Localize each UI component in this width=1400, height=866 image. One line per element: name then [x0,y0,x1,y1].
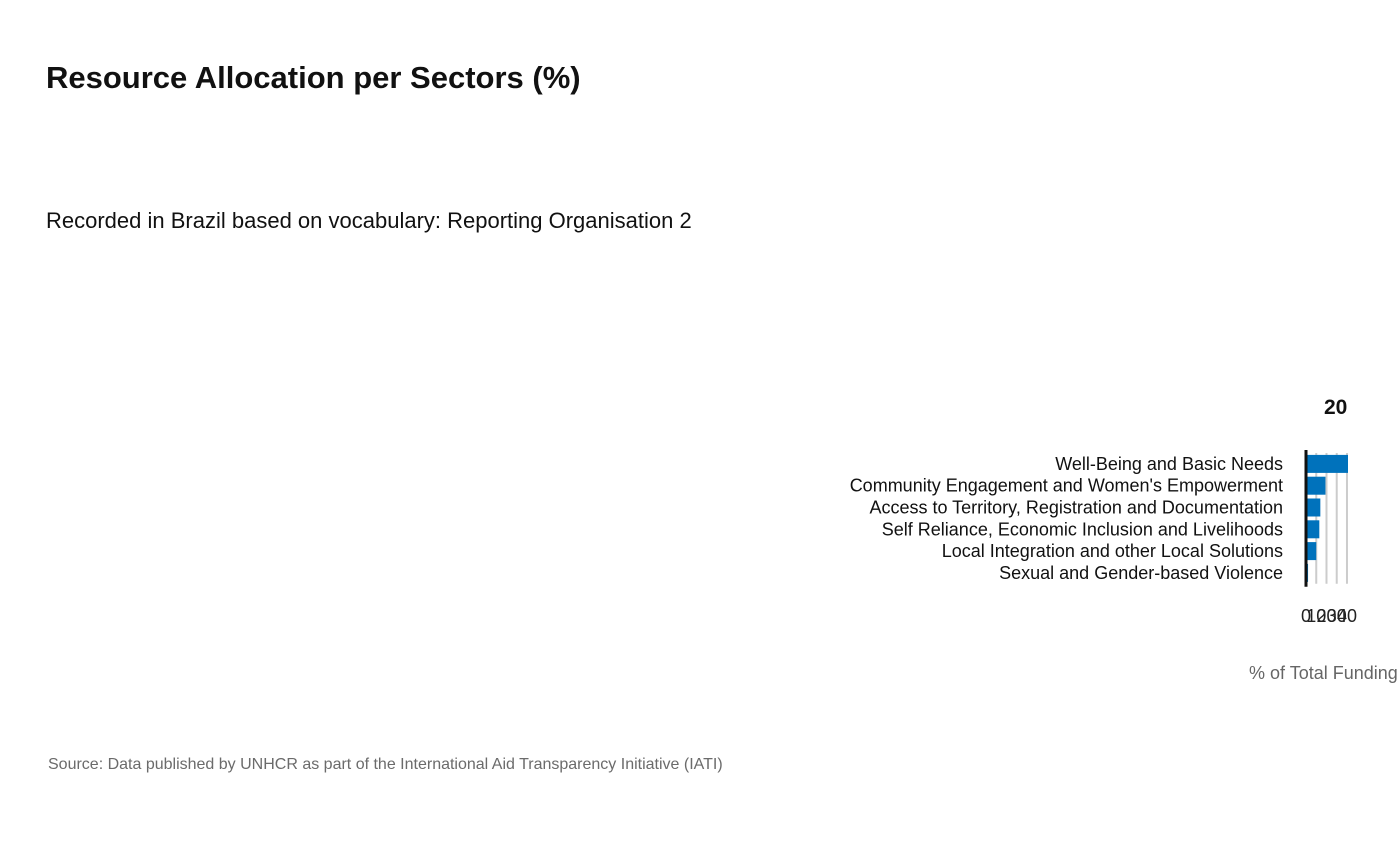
x-axis-title: % of Total Funding [1249,663,1398,683]
bar-1 [1306,476,1326,495]
source-note: Source: Data published by UNHCR as part … [48,756,723,773]
category-label-2: Access to Territory, Registration and Do… [869,498,1283,518]
x-tick-label-10: 10 [1306,606,1326,626]
category-label-1: Community Engagement and Women's Empower… [850,476,1283,496]
bar-4 [1306,542,1317,561]
category-label-3: Self Reliance, Economic Inclusion and Li… [882,519,1283,539]
x-tick-label-30: 30 [1327,606,1347,626]
panel-title: 20 [1324,396,1347,419]
bar-2 [1306,498,1321,517]
page-title: Resource Allocation per Sectors (%) [46,60,581,95]
category-label-5: Sexual and Gender-based Violence [999,563,1283,583]
bar-0 [1306,454,1348,473]
category-label-0: Well-Being and Basic Needs [1055,454,1283,474]
x-tick-label-40: 40 [1337,606,1357,626]
page-subtitle: Recorded in Brazil based on vocabulary: … [46,208,692,233]
x-tick-label-20: 20 [1316,606,1336,626]
bar-3 [1306,520,1320,539]
x-tick-label-0: 0 [1301,606,1311,626]
category-label-4: Local Integration and other Local Soluti… [942,541,1283,561]
